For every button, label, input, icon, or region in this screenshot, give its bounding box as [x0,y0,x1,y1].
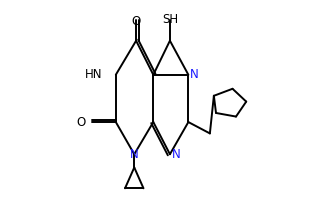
Text: O: O [76,116,86,129]
Text: N: N [130,148,139,161]
Text: N: N [190,68,199,81]
Text: O: O [132,15,141,28]
Text: HN: HN [85,68,102,81]
Text: SH: SH [162,13,178,26]
Text: N: N [172,148,181,161]
